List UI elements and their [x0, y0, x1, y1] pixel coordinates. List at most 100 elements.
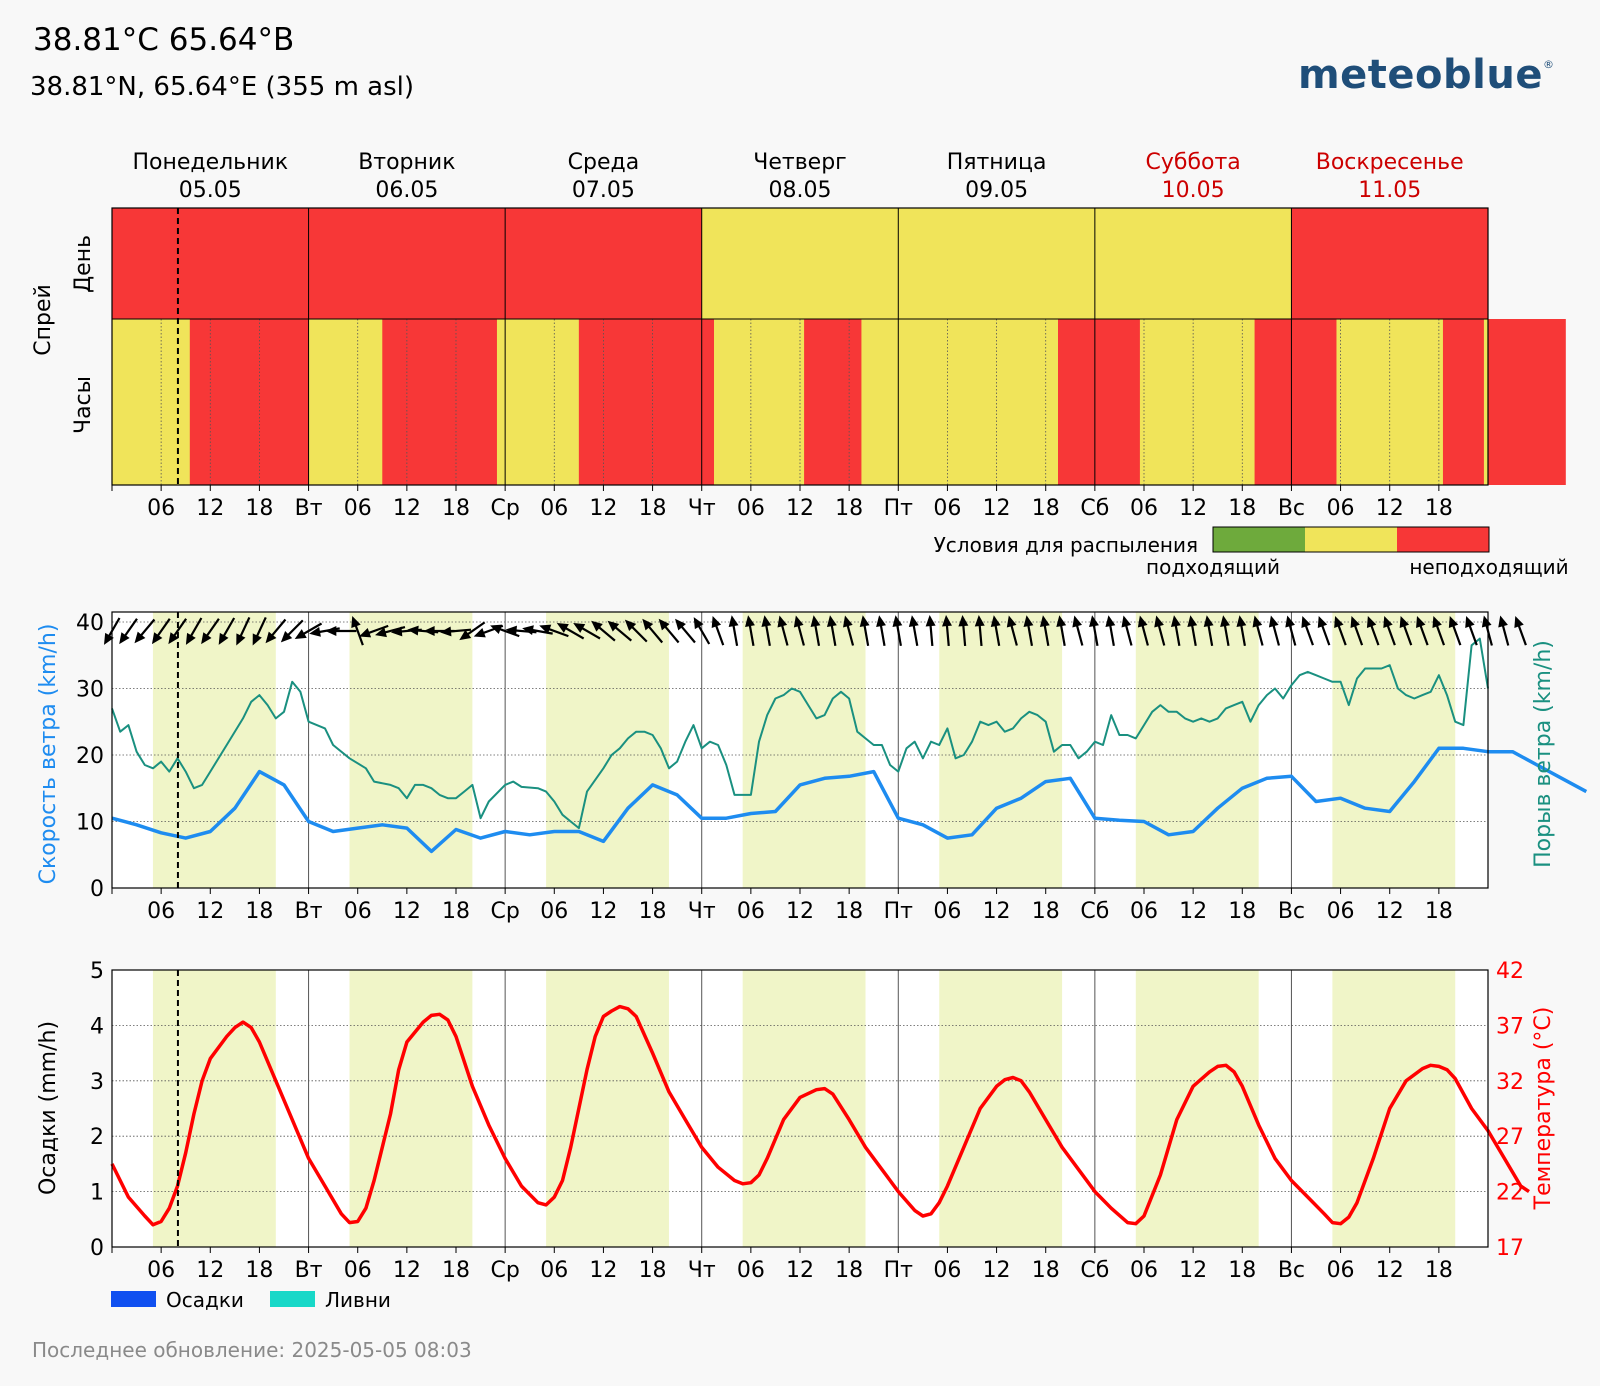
tick-label-hour: 06	[1327, 899, 1355, 924]
wind-direction-arrow	[1432, 615, 1446, 646]
wind-direction-arrow	[1366, 615, 1380, 646]
tick-label-hour: 12	[786, 899, 814, 924]
day-name-label: Воскресенье	[1316, 150, 1464, 175]
arrow-head	[573, 623, 586, 633]
wind-direction-arrow	[459, 621, 486, 641]
wind-direction-arrow	[761, 615, 772, 646]
arrow-head	[1465, 615, 1475, 629]
spray-legend-title: Условия для распыления	[934, 533, 1198, 557]
arrow-head	[473, 628, 486, 638]
arrow-head	[236, 633, 246, 646]
arrow-head	[990, 615, 1001, 627]
registered-mark: ®	[1543, 58, 1555, 71]
wind-direction-arrow	[942, 615, 952, 647]
spray-row-day-label: День	[71, 235, 96, 293]
tick-label-day: Сб	[1080, 1258, 1109, 1283]
precip-ylabel: Осадки (mm/h)	[36, 1021, 61, 1195]
arrow-head	[711, 615, 722, 629]
wind-panel: 0 10 20 30 40 06 12 18 Вт 06 12 18 Ср 06 12 18 Чт 06 12 18 П…	[76, 611, 1588, 924]
arrow-head	[810, 615, 821, 627]
y-tick-label: 2	[90, 1125, 104, 1150]
tick-label-hour: 06	[737, 899, 765, 924]
arrow-head	[151, 632, 163, 645]
tick-label-hour: 06	[737, 496, 765, 521]
tick-label-hour: 18	[1032, 899, 1060, 924]
wind-direction-arrow	[1383, 615, 1396, 646]
tick-label-hour: 18	[835, 496, 863, 521]
legend-showers-swatch	[270, 1291, 315, 1307]
legend-showers-label: Ливни	[325, 1288, 391, 1312]
tick-label-day: Вт	[295, 1258, 323, 1283]
wind-direction-arrow	[1399, 615, 1413, 646]
wind-direction-arrow	[236, 616, 251, 646]
arrow-head	[728, 615, 739, 627]
tick-label-hour: 18	[639, 496, 667, 521]
arrow-head	[459, 629, 472, 641]
temperature-line	[110, 1004, 1530, 1227]
tick-label-day: Сб	[1080, 899, 1109, 924]
tick-label-hour: 06	[147, 496, 175, 521]
wind-direction-arrow	[218, 617, 236, 645]
spray-hourly-unsuitable	[189, 319, 309, 485]
tick-label-hour: 18	[1425, 496, 1453, 521]
wind-direction-arrow	[1350, 615, 1364, 646]
wind-direction-arrow	[658, 618, 680, 644]
tick-label-hour: 06	[344, 899, 372, 924]
tick-label-hour: 12	[1179, 1258, 1207, 1283]
y-tick-label-right: 17	[1496, 1236, 1524, 1261]
arrow-head	[490, 624, 503, 634]
tick-label-hour: 12	[1376, 899, 1404, 924]
precip-legend: Осадки Ливни	[111, 1288, 391, 1312]
spray-daily-cell	[505, 208, 702, 319]
spray-hourly-unsuitable	[804, 319, 862, 485]
tick-label-day: Ср	[490, 496, 519, 521]
meteoblue-logo[interactable]: meteoblue®	[1298, 52, 1555, 98]
wind-direction-arrow	[958, 615, 969, 647]
tick-label-hour: 18	[1425, 1258, 1453, 1283]
daylight-band	[152, 612, 276, 888]
tick-label-hour: 12	[983, 899, 1011, 924]
temp-ylabel: Температура (°C)	[1531, 1007, 1556, 1211]
spray-legend: Условия для распыления подходящий неподх…	[934, 526, 1569, 579]
daylight-band	[546, 612, 669, 888]
tick-label-hour: 06	[540, 496, 568, 521]
wind-direction-arrow	[777, 615, 789, 646]
wind-direction-arrow	[711, 615, 725, 646]
arrow-head	[309, 626, 321, 637]
arrow-head	[675, 618, 686, 631]
arrow-head	[658, 618, 670, 631]
tick-label-hour: 06	[933, 496, 961, 521]
arrow-head	[777, 615, 788, 628]
tick-label-day: Вс	[1278, 496, 1305, 521]
day-name-label: Пятница	[947, 150, 1047, 175]
arrow-head	[1105, 615, 1116, 627]
day-date-label: 10.05	[1162, 178, 1225, 203]
tick-label-hour: 18	[835, 899, 863, 924]
arrow-head	[1121, 615, 1132, 628]
legend-unsuitable-swatch	[1397, 527, 1489, 552]
arrow-head	[1317, 615, 1328, 629]
wind-direction-arrow	[990, 615, 1001, 646]
wind-direction-arrow	[1285, 615, 1297, 646]
spray-daily-cell	[1094, 208, 1292, 319]
wind-direction-arrow	[201, 618, 220, 645]
tick-label-day: Вс	[1278, 899, 1305, 924]
tick-label-day: Пт	[884, 899, 914, 924]
wind-ylabel-left: Скорость ветра (km/h)	[36, 624, 61, 885]
logo-text: meteoblue	[1298, 52, 1543, 98]
tick-label-hour: 18	[1425, 899, 1453, 924]
arrow-head	[591, 620, 603, 632]
arrow-head	[423, 626, 435, 636]
arrow-head	[1268, 615, 1279, 628]
tick-label-hour: 06	[147, 1258, 175, 1283]
wind-direction-arrow	[1203, 615, 1214, 646]
y-tick-label: 4	[90, 1014, 104, 1039]
wind-direction-arrow	[119, 618, 138, 645]
wind-direction-arrow	[607, 620, 633, 642]
arrow-head	[1006, 615, 1017, 628]
tick-label-hour: 18	[245, 899, 273, 924]
page-title: 38.81°C 65.64°B	[33, 22, 295, 58]
arrow-head	[1416, 615, 1426, 629]
daylight-band	[349, 970, 473, 1247]
